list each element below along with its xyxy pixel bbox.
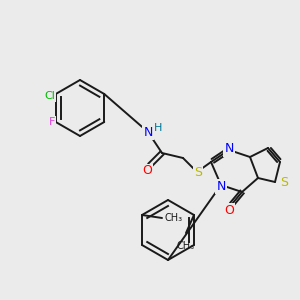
Text: N: N <box>224 142 234 155</box>
Text: S: S <box>280 176 288 188</box>
Text: CH₃: CH₃ <box>164 213 182 223</box>
Text: H: H <box>154 123 162 133</box>
Text: N: N <box>143 125 153 139</box>
Text: N: N <box>216 179 226 193</box>
Text: O: O <box>142 164 152 178</box>
Text: Cl: Cl <box>44 91 55 101</box>
Text: O: O <box>224 203 234 217</box>
Text: F: F <box>49 117 55 127</box>
Text: CH₃: CH₃ <box>177 241 195 251</box>
Text: S: S <box>194 167 202 179</box>
